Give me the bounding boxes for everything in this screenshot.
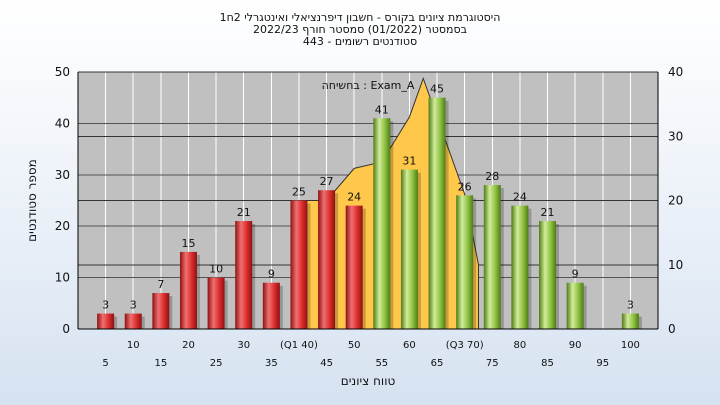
y-tick-label: 0 bbox=[62, 322, 70, 336]
bar-value-label: 3 bbox=[102, 299, 109, 312]
bar-value-label: 3 bbox=[130, 299, 137, 312]
bar-value-label: 7 bbox=[157, 278, 164, 291]
x-tick-label: 35 bbox=[265, 358, 278, 369]
x-tick-label: 65 bbox=[431, 358, 444, 369]
bar-value-label: 15 bbox=[181, 237, 195, 250]
bars-layer bbox=[97, 97, 642, 329]
histogram-bar bbox=[373, 118, 391, 329]
y2-tick-label: 40 bbox=[668, 65, 683, 79]
x-tick-label: 100 bbox=[621, 340, 640, 351]
y-tick-label: 40 bbox=[55, 116, 70, 130]
histogram-bar bbox=[511, 205, 529, 329]
bar-value-label: 10 bbox=[209, 263, 223, 276]
bar-value-label: 21 bbox=[541, 206, 555, 219]
histogram-bar bbox=[400, 169, 418, 329]
histogram-bar bbox=[290, 200, 308, 329]
y2-tick-label: 0 bbox=[668, 322, 676, 336]
histogram-bar bbox=[539, 221, 557, 329]
x-tick-label: 20 bbox=[182, 340, 195, 351]
histogram-bar bbox=[97, 313, 115, 329]
chart-title-line-3: סטודנטים רשומים - 443 bbox=[302, 35, 418, 48]
bar-value-label: 26 bbox=[458, 180, 472, 193]
x-tick-label: 5 bbox=[102, 358, 108, 369]
bar-value-label: 45 bbox=[430, 83, 444, 96]
bar-value-label: 24 bbox=[347, 191, 361, 204]
bar-value-label: 21 bbox=[237, 206, 251, 219]
y-axis-label: מספר סטודנטים bbox=[25, 159, 39, 242]
histogram-bar bbox=[207, 277, 225, 329]
bar-value-label: 27 bbox=[320, 175, 334, 188]
histogram-bar bbox=[262, 282, 280, 329]
y2-tick-label: 20 bbox=[668, 194, 683, 208]
chart-title-line-1: היסטוגרמת ציונים בקורס - חשבון דיפרנציאל… bbox=[219, 11, 501, 24]
histogram-bar bbox=[345, 205, 363, 329]
x-tick-label: 30 bbox=[237, 340, 250, 351]
x-tick-label: (Q1 40) bbox=[280, 340, 318, 351]
y-tick-label: 30 bbox=[55, 168, 70, 182]
histogram-bar bbox=[179, 251, 197, 329]
bar-value-label: 31 bbox=[402, 155, 416, 168]
exam-annotation: בחשיחה : Exam_A bbox=[322, 79, 415, 92]
y-tick-label: 10 bbox=[55, 271, 70, 285]
histogram-bar bbox=[318, 190, 336, 329]
histogram-bar bbox=[483, 185, 501, 329]
x-tick-label: 85 bbox=[541, 358, 554, 369]
histogram-bar bbox=[428, 97, 446, 329]
x-tick-label: (Q3 70) bbox=[446, 340, 484, 351]
x-tick-label: 45 bbox=[320, 358, 333, 369]
chart-title-line-2: בסמסטר (01/2022) סמסטר חורף 2022/23 bbox=[253, 23, 467, 36]
x-tick-label: 95 bbox=[596, 358, 609, 369]
bar-value-label: 9 bbox=[572, 268, 579, 281]
x-tick-label: 25 bbox=[210, 358, 223, 369]
value-labels-layer: 3 3 7 15 10 21 9 25 27 24 41 31 45 26 28 24 21 9 3 bbox=[102, 83, 634, 312]
x-tick-label: 10 bbox=[127, 340, 140, 351]
y-tick-label: 50 bbox=[55, 65, 70, 79]
x-tick-label: 55 bbox=[375, 358, 388, 369]
bar-value-label: 41 bbox=[375, 103, 389, 116]
bar-value-label: 24 bbox=[513, 191, 527, 204]
x-tick-label: 60 bbox=[403, 340, 416, 351]
histogram-bar bbox=[566, 282, 584, 329]
x-tick-label: 90 bbox=[569, 340, 582, 351]
bar-value-label: 25 bbox=[292, 186, 306, 199]
y-tick-label: 20 bbox=[55, 219, 70, 233]
x-tick-label: 50 bbox=[348, 340, 361, 351]
y2-tick-label: 30 bbox=[668, 129, 683, 143]
histogram-bar bbox=[235, 221, 253, 329]
x-tick-label: 80 bbox=[514, 340, 527, 351]
x-axis-label: טווח ציונים bbox=[341, 374, 396, 388]
bar-value-label: 3 bbox=[627, 299, 634, 312]
bar-value-label: 9 bbox=[268, 268, 275, 281]
y2-tick-label: 10 bbox=[668, 258, 683, 272]
histogram-bar bbox=[621, 313, 639, 329]
axes-layer: 0 10 20 30 40 50 0 10 20 30 40 10 20 30 (Q1 40) 50 60 (Q3… bbox=[55, 65, 684, 369]
x-tick-label: 15 bbox=[154, 358, 167, 369]
histogram-bar bbox=[152, 293, 170, 329]
bar-value-label: 28 bbox=[485, 170, 499, 183]
histogram-bar bbox=[456, 195, 474, 329]
histogram-bar bbox=[124, 313, 142, 329]
x-tick-label: 75 bbox=[486, 358, 499, 369]
